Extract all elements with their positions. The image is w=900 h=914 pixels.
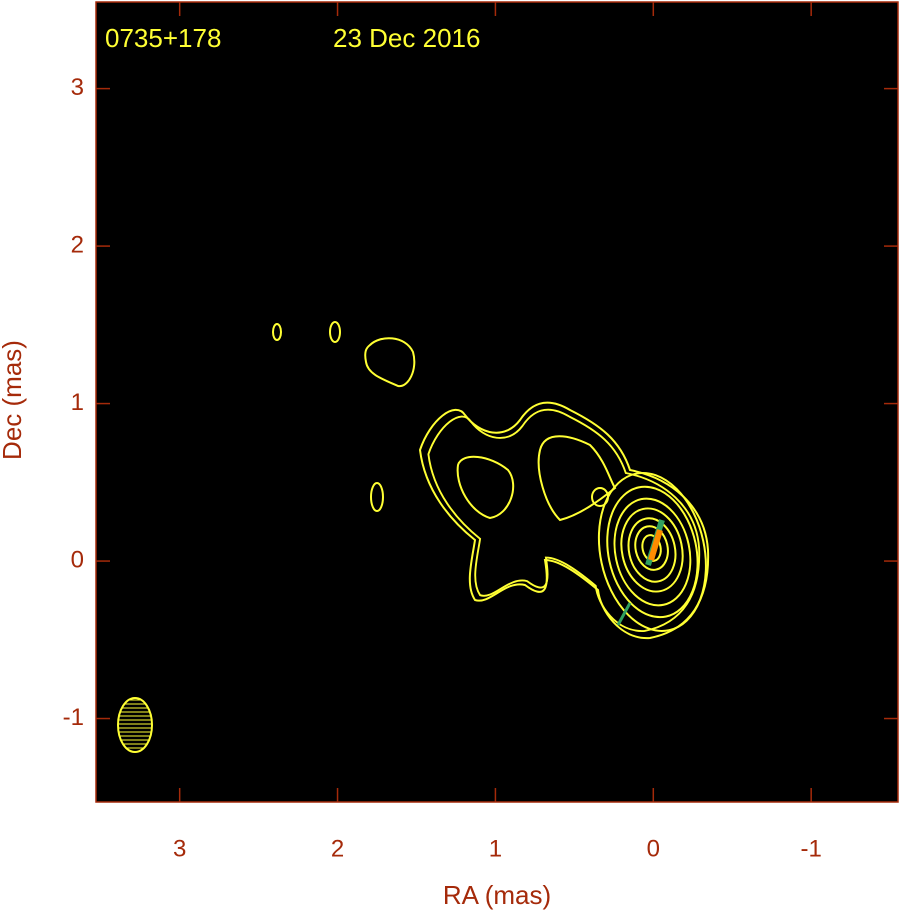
plot-area	[96, 2, 898, 802]
contour	[620, 507, 684, 593]
contour	[370, 482, 384, 512]
y-tick-label: 2	[71, 231, 84, 258]
core-color	[616, 519, 665, 626]
date-label: 23 Dec 2016	[333, 23, 480, 53]
x-tick-label: 0	[647, 835, 660, 862]
contours	[117, 321, 710, 753]
contour	[606, 485, 699, 619]
plot-frame	[95, 1, 899, 803]
y-tick-label: 1	[71, 389, 84, 416]
core-streak	[648, 529, 663, 561]
contour	[418, 401, 710, 640]
contour	[597, 471, 707, 632]
contour	[634, 525, 669, 571]
beam	[117, 697, 153, 753]
x-tick-label: -1	[800, 835, 821, 862]
y-tick-label: 0	[71, 546, 84, 573]
contour	[456, 455, 515, 520]
x-tick-label: 3	[173, 835, 186, 862]
y-tick-label: -1	[63, 704, 84, 731]
contour	[329, 321, 341, 343]
contour	[627, 517, 677, 583]
contour	[613, 497, 692, 607]
y-axis-label: Dec (mas)	[0, 340, 27, 460]
contour	[272, 323, 282, 341]
source-label: 0735+178	[105, 23, 221, 53]
contour	[427, 408, 701, 632]
contour	[537, 435, 617, 522]
core-streak	[616, 602, 632, 626]
y-tick-label: 3	[71, 74, 84, 101]
contour	[641, 534, 662, 562]
x-axis-label: RA (mas)	[443, 880, 551, 910]
contour	[364, 337, 416, 388]
x-tick-label: 1	[489, 835, 502, 862]
x-tick-label: 2	[331, 835, 344, 862]
